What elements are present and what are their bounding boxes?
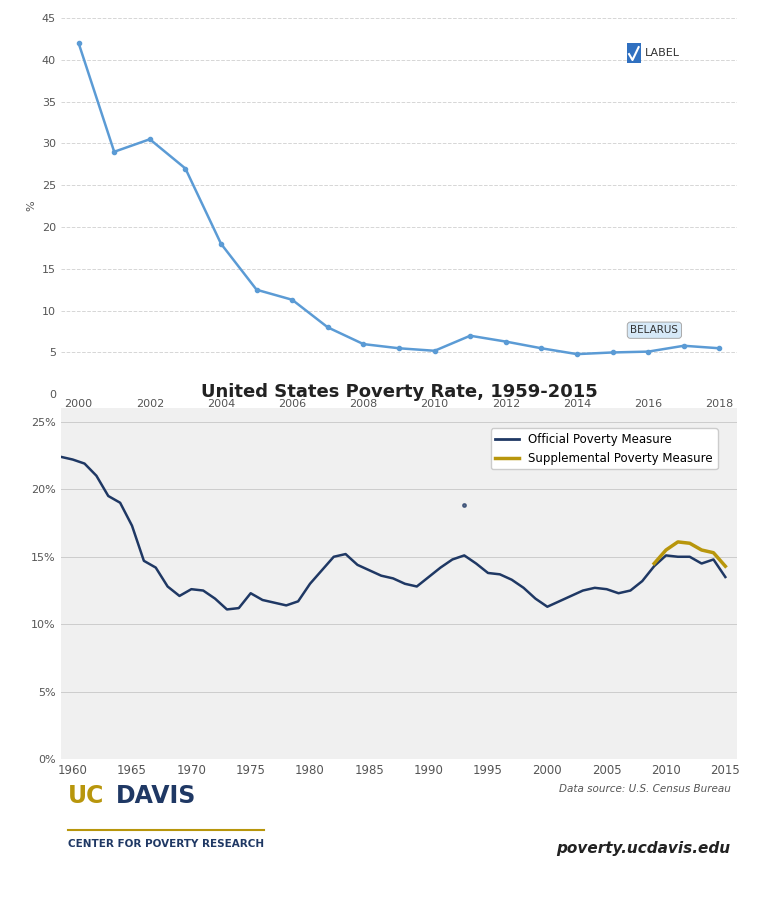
Text: poverty.ucdavis.edu: poverty.ucdavis.edu [556,841,730,856]
Text: UC: UC [68,784,104,808]
Y-axis label: %: % [27,201,36,212]
Text: LABEL: LABEL [644,48,679,58]
Text: Data source: U.S. Census Bureau: Data source: U.S. Census Bureau [559,784,730,794]
Text: BELARUS: BELARUS [630,325,679,335]
Title: United States Poverty Rate, 1959-2015: United States Poverty Rate, 1959-2015 [201,383,597,401]
Text: CENTER FOR POVERTY RESEARCH: CENTER FOR POVERTY RESEARCH [68,839,264,849]
Text: DAVIS: DAVIS [116,784,197,808]
Legend: Official Poverty Measure, Supplemental Poverty Measure: Official Poverty Measure, Supplemental P… [491,428,717,470]
